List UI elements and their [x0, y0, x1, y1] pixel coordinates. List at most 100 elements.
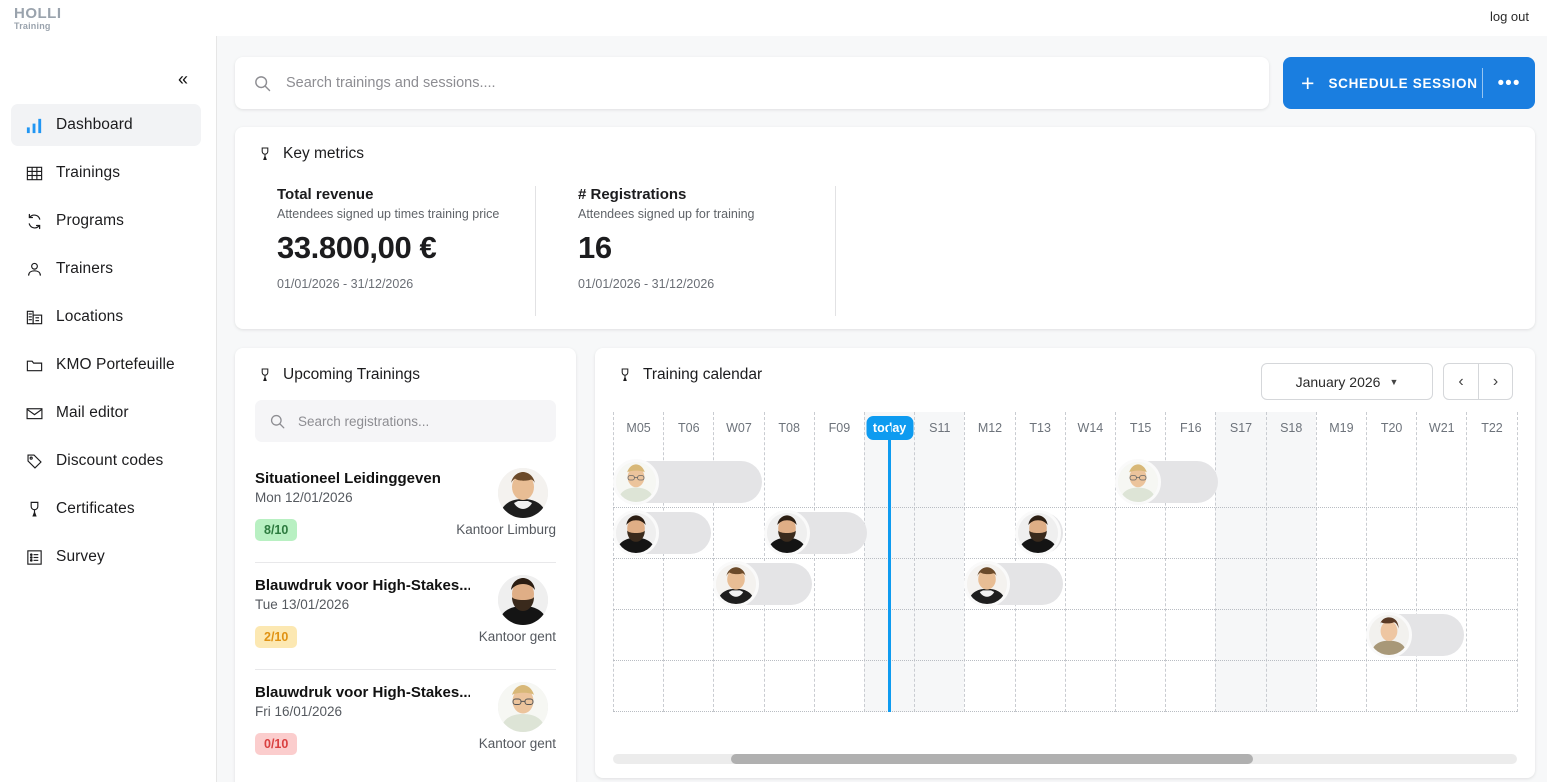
registrations-search-box[interactable] [255, 400, 556, 442]
month-selector[interactable]: January 2026 ▼ [1261, 363, 1433, 400]
calendar-day-column-t08[interactable]: T08 [763, 412, 814, 712]
list-item[interactable]: Situationeel Leidinggeven Mon 12/01/2026… [255, 456, 556, 563]
calendar-day-column-t22[interactable]: T22 [1466, 412, 1516, 712]
list-item[interactable]: Blauwdruk voor High-Stakes... Tue 13/01/… [255, 563, 556, 670]
next-month-button[interactable]: › [1478, 364, 1512, 399]
calendar-day-column-s18[interactable]: S18 [1265, 412, 1316, 712]
scrollbar-thumb[interactable] [731, 754, 1253, 764]
calendar-row-separator [613, 660, 1517, 661]
metric-subtitle: Attendees signed up times training price [277, 207, 500, 221]
calendar-day-column-w07[interactable]: W07 [713, 412, 763, 712]
calendar-day-column-t13[interactable]: T13 [1014, 412, 1065, 712]
avatar [498, 682, 548, 732]
chevron-down-icon: ▼ [1389, 376, 1399, 387]
calendar-row-separator [613, 507, 1517, 508]
sidebar-item-programs[interactable]: Programs [11, 200, 201, 242]
global-search-box[interactable] [235, 57, 1269, 109]
metric-title: Total revenue [277, 186, 374, 203]
day-label: T22 [1481, 421, 1503, 435]
horizontal-scrollbar[interactable] [613, 754, 1517, 764]
calendar-row-separator [613, 558, 1517, 559]
calendar-event-bar[interactable] [713, 561, 812, 607]
search-icon [269, 413, 286, 430]
calendar-event-bar[interactable] [1014, 510, 1063, 556]
prev-month-button[interactable]: ‹ [1458, 372, 1464, 390]
sidebar-item-locations[interactable]: Locations [11, 296, 201, 338]
calendar-body: M05T06W07T08F09todayS11M12T13W14T15F16S1… [613, 412, 1518, 738]
avatar [498, 575, 548, 625]
today-indicator-line [887, 426, 891, 712]
calendar-day-column-m05[interactable]: M05 [613, 412, 663, 712]
calendar-grid[interactable]: M05T06W07T08F09todayS11M12T13W14T15F16S1… [613, 412, 1518, 712]
avatar [1115, 459, 1161, 505]
calendar-day-column-f16[interactable]: F16 [1165, 412, 1215, 712]
medal-icon [23, 498, 45, 520]
sidebar-item-dashboard[interactable]: Dashboard [11, 104, 201, 146]
calendar-title-group: Training calendar [595, 348, 1535, 384]
calendar-event-bar[interactable] [613, 510, 712, 556]
sidebar: « Dashboard Trainings Programs Trainers [0, 36, 217, 782]
day-label: W14 [1077, 421, 1104, 435]
folder-icon [23, 354, 45, 376]
avatar [1014, 510, 1061, 556]
app-logo[interactable]: HOLLI Training [14, 6, 62, 31]
chevrons-left-icon[interactable]: « [177, 69, 188, 89]
sidebar-item-label: Trainers [56, 260, 114, 277]
calendar-event-bar[interactable] [1366, 612, 1465, 658]
calendar-day-column-t06[interactable]: T06 [663, 412, 713, 712]
metric-card-total-revenue: Total revenue Attendees signed up times … [235, 186, 535, 316]
sidebar-item-trainings[interactable]: Trainings [11, 152, 201, 194]
calendar-day-column-m12[interactable]: M12 [964, 412, 1014, 712]
calendar-controls: January 2026 ▼ ‹ › [1261, 363, 1513, 400]
calendar-event-bar[interactable] [613, 459, 762, 505]
sidebar-item-label: Trainings [56, 164, 121, 181]
calendar-day-column-w14[interactable]: W14 [1064, 412, 1115, 712]
logout-link[interactable]: log out [1489, 9, 1529, 24]
calendar-day-column-w21[interactable]: W21 [1416, 412, 1466, 712]
day-label: F16 [1180, 421, 1202, 435]
search-input[interactable] [286, 75, 1269, 91]
calendar-day-column-t20[interactable]: T20 [1366, 412, 1416, 712]
sidebar-item-label: Survey [56, 548, 105, 565]
calendar-day-column-s17[interactable]: S17 [1215, 412, 1266, 712]
day-label: T20 [1380, 421, 1403, 435]
upcoming-trainings-header: Upcoming Trainings [235, 348, 576, 384]
calendar-day-column-t15[interactable]: T15 [1115, 412, 1165, 712]
refresh-icon [23, 210, 45, 232]
registrations-search-input[interactable] [298, 413, 556, 429]
sidebar-item-kmo-portefeuille[interactable]: KMO Portefeuille [11, 344, 201, 386]
list-item[interactable]: Blauwdruk voor High-Stakes... Fri 16/01/… [255, 670, 556, 777]
calendar-day-column-m19[interactable]: M19 [1315, 412, 1366, 712]
search-row: + SCHEDULE SESSION ••• [235, 57, 1535, 109]
status-badge: 8/10 [255, 519, 298, 541]
training-location: Kantoor gent [478, 736, 556, 751]
table-grid-icon [23, 162, 45, 184]
sidebar-item-mail-editor[interactable]: Mail editor [11, 392, 201, 434]
calendar-day-column-s11[interactable]: S11 [914, 412, 965, 712]
training-calendar-panel: Training calendar January 2026 ▼ ‹ › M05… [595, 348, 1535, 778]
day-label: T13 [1029, 421, 1051, 435]
calendar-event-bar[interactable] [763, 510, 867, 556]
list-icon [23, 546, 45, 568]
envelope-icon [23, 402, 45, 424]
calendar-event-bar[interactable] [964, 561, 1063, 607]
sidebar-item-trainers[interactable]: Trainers [11, 248, 201, 290]
training-date: Tue 13/01/2026 [255, 597, 350, 612]
sidebar-item-survey[interactable]: Survey [11, 536, 201, 578]
day-label: F09 [828, 421, 851, 435]
more-options-icon[interactable]: ••• [1497, 72, 1521, 94]
sidebar-item-label: Mail editor [56, 404, 129, 421]
sidebar-item-discount-codes[interactable]: Discount codes [11, 440, 201, 482]
calendar-day-column-f09[interactable]: F09 [813, 412, 864, 712]
sidebar-item-label: Dashboard [56, 116, 133, 133]
schedule-session-label: SCHEDULE SESSION [1328, 75, 1478, 91]
plus-icon: + [1301, 69, 1315, 96]
sidebar-item-certificates[interactable]: Certificates [11, 488, 201, 530]
bar-chart-icon [23, 114, 45, 136]
day-label: T15 [1129, 421, 1152, 435]
key-metrics-header: Key metrics [235, 127, 1535, 163]
calendar-event-bar[interactable] [1115, 459, 1219, 505]
day-label: T06 [678, 421, 700, 435]
training-title: Blauwdruk voor High-Stakes... [255, 684, 470, 701]
schedule-session-button[interactable]: + SCHEDULE SESSION ••• [1283, 57, 1535, 109]
